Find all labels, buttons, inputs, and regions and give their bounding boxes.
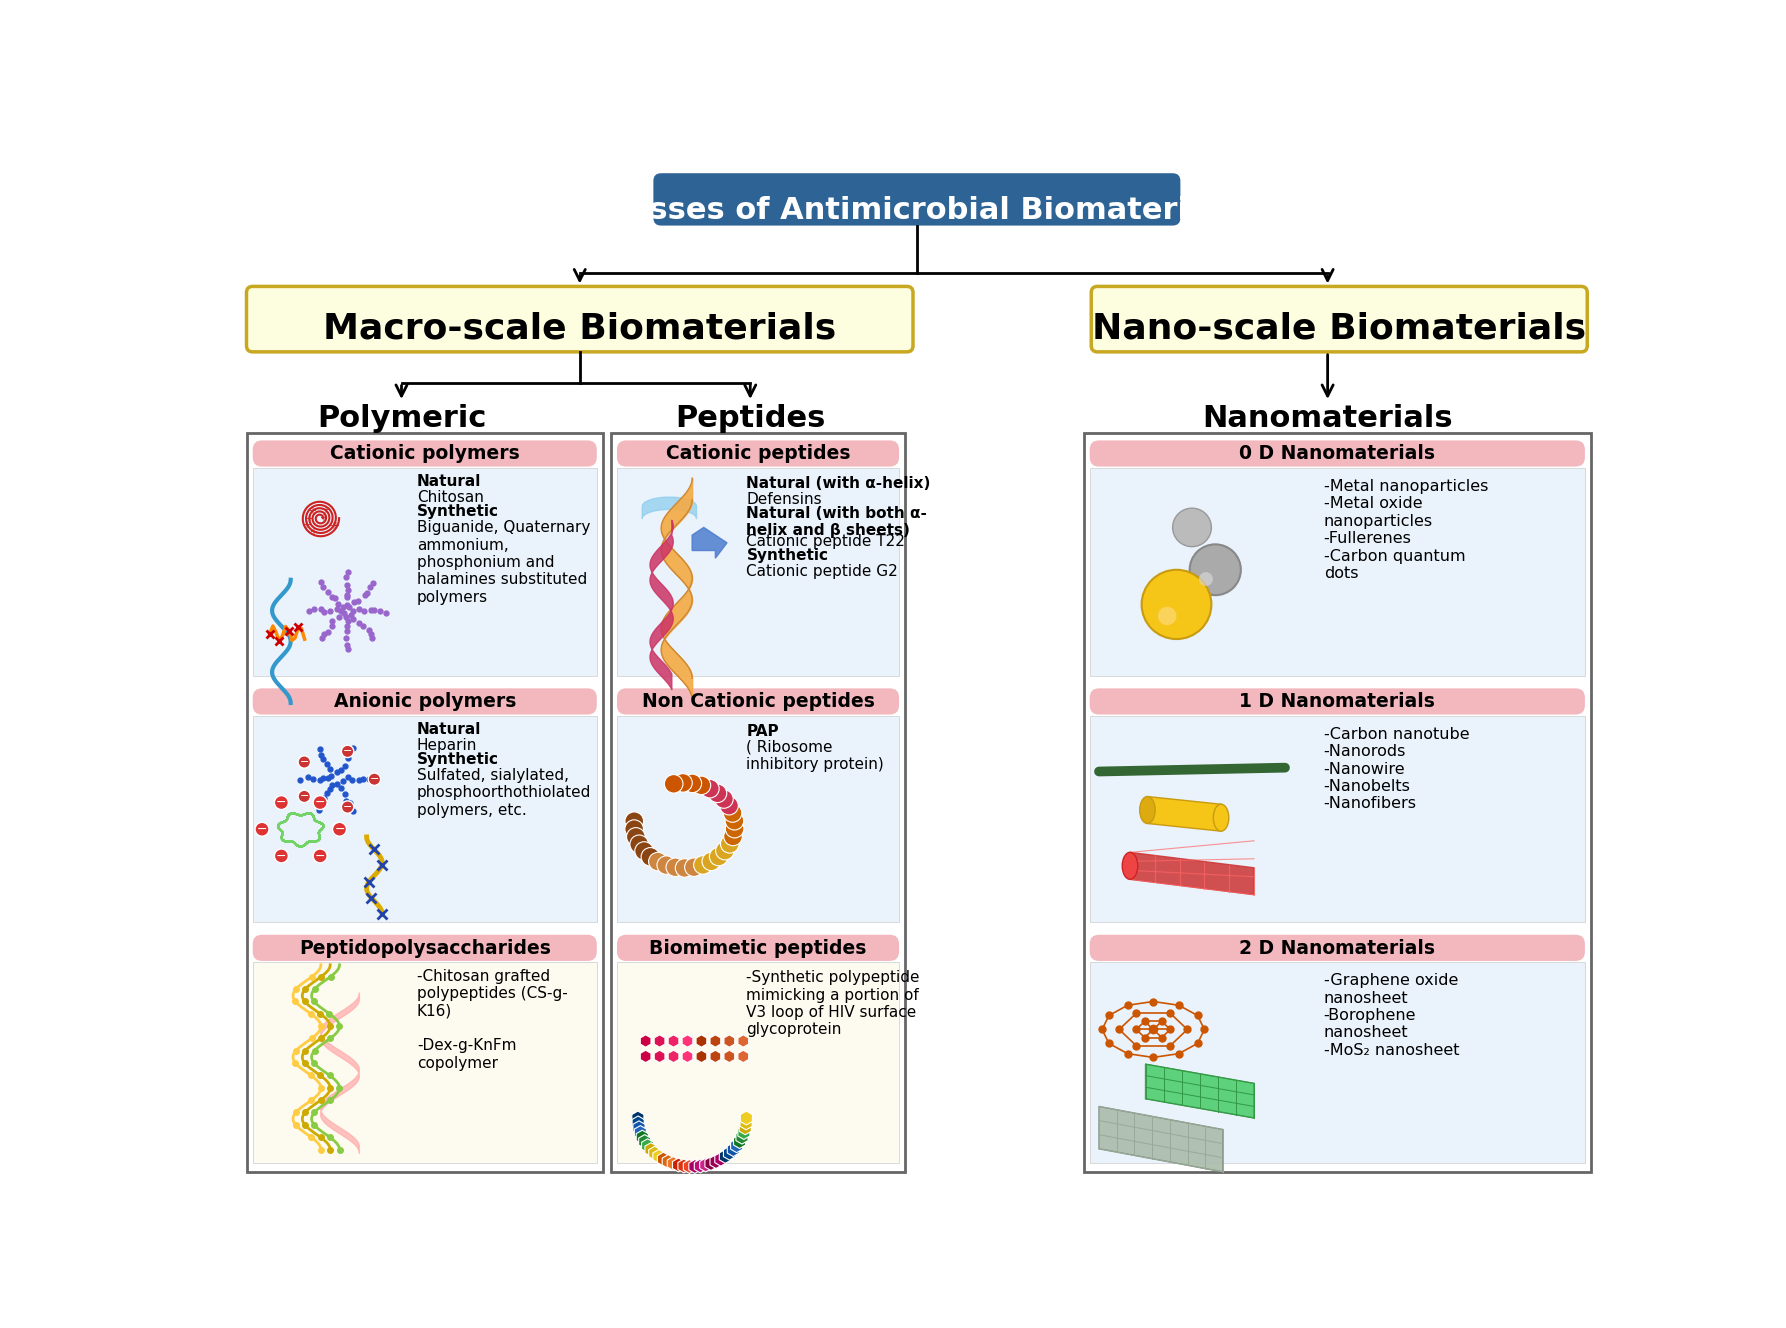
Circle shape xyxy=(275,795,288,810)
Circle shape xyxy=(641,847,659,866)
Circle shape xyxy=(648,853,668,871)
Text: Cationic peptide G2: Cationic peptide G2 xyxy=(747,563,898,579)
Polygon shape xyxy=(632,1116,645,1130)
Circle shape xyxy=(630,835,648,854)
Circle shape xyxy=(725,811,743,830)
Polygon shape xyxy=(654,1150,664,1163)
Text: Natural: Natural xyxy=(416,474,482,489)
Bar xyxy=(611,433,906,1171)
Polygon shape xyxy=(711,1035,722,1048)
Text: −: − xyxy=(277,850,286,862)
Polygon shape xyxy=(632,1121,645,1134)
Text: +: + xyxy=(330,521,339,531)
Polygon shape xyxy=(682,1050,693,1062)
Circle shape xyxy=(255,822,270,837)
Text: 1 D Nanomaterials: 1 D Nanomaterials xyxy=(1239,692,1436,712)
Polygon shape xyxy=(1131,853,1254,895)
Bar xyxy=(616,469,898,676)
Circle shape xyxy=(313,795,327,810)
Polygon shape xyxy=(645,1142,657,1157)
Text: Natural (with α-helix): Natural (with α-helix) xyxy=(747,475,931,491)
Polygon shape xyxy=(634,1126,647,1139)
Circle shape xyxy=(657,855,675,874)
Text: Peptidopolysaccharides: Peptidopolysaccharides xyxy=(298,939,550,957)
Polygon shape xyxy=(654,1050,664,1062)
Circle shape xyxy=(664,774,682,793)
Text: −: − xyxy=(334,823,345,835)
Ellipse shape xyxy=(1213,805,1229,831)
Bar xyxy=(1089,963,1584,1163)
Circle shape xyxy=(1157,607,1177,625)
Text: Polymeric: Polymeric xyxy=(316,404,486,433)
Text: +: + xyxy=(321,505,329,515)
Polygon shape xyxy=(741,1112,752,1125)
Text: -Chitosan grafted
polypeptides (CS-g-
K16)

-Dex-g-KnFm
copolymer: -Chitosan grafted polypeptides (CS-g- K1… xyxy=(416,968,568,1070)
Circle shape xyxy=(368,773,380,785)
Polygon shape xyxy=(705,1157,716,1170)
Circle shape xyxy=(693,855,713,874)
FancyBboxPatch shape xyxy=(1091,287,1588,352)
Text: 2 D Nanomaterials: 2 D Nanomaterials xyxy=(1239,939,1436,957)
Polygon shape xyxy=(727,1142,739,1157)
Circle shape xyxy=(298,756,311,768)
Polygon shape xyxy=(695,1159,707,1173)
Circle shape xyxy=(627,827,645,846)
FancyBboxPatch shape xyxy=(1089,441,1584,466)
FancyBboxPatch shape xyxy=(616,935,898,961)
Circle shape xyxy=(625,811,643,830)
Text: -Graphene oxide
nanosheet
-Borophene
nanosheet
-MoS₂ nanosheet: -Graphene oxide nanosheet -Borophene nan… xyxy=(1323,973,1459,1058)
Circle shape xyxy=(702,853,720,871)
FancyBboxPatch shape xyxy=(616,688,898,714)
Bar xyxy=(246,433,604,1171)
Circle shape xyxy=(332,822,346,837)
Circle shape xyxy=(634,842,654,861)
Text: Synthetic: Synthetic xyxy=(416,505,498,519)
Text: Non Cationic peptides: Non Cationic peptides xyxy=(641,692,875,712)
Polygon shape xyxy=(639,1035,650,1048)
Text: −: − xyxy=(370,774,379,785)
Bar xyxy=(252,716,597,923)
Text: Heparin: Heparin xyxy=(416,738,477,753)
Polygon shape xyxy=(636,1130,648,1143)
Circle shape xyxy=(1141,570,1211,639)
Circle shape xyxy=(673,774,693,791)
Polygon shape xyxy=(657,1153,670,1166)
Polygon shape xyxy=(654,1035,664,1048)
Text: Sulfated, sialylated,
phosphoorthothiolated
polymers, etc.: Sulfated, sialylated, phosphoorthothiola… xyxy=(416,768,591,818)
FancyBboxPatch shape xyxy=(1089,688,1584,714)
Polygon shape xyxy=(697,1050,707,1062)
Text: Classes of Antimicrobial Biomaterials: Classes of Antimicrobial Biomaterials xyxy=(597,197,1238,226)
Polygon shape xyxy=(693,527,727,558)
Text: Nano-scale Biomaterials: Nano-scale Biomaterials xyxy=(1093,312,1586,345)
Polygon shape xyxy=(736,1130,748,1143)
Circle shape xyxy=(720,834,739,853)
Text: Chitosan: Chitosan xyxy=(416,490,484,505)
Text: Defensins: Defensins xyxy=(747,491,822,506)
Circle shape xyxy=(666,858,684,876)
Text: +: + xyxy=(309,527,318,538)
Circle shape xyxy=(1189,544,1241,595)
Circle shape xyxy=(725,819,745,838)
FancyBboxPatch shape xyxy=(252,441,597,466)
FancyBboxPatch shape xyxy=(616,441,898,466)
Bar xyxy=(1089,469,1584,676)
Circle shape xyxy=(709,784,727,802)
Polygon shape xyxy=(689,1159,700,1174)
Text: −: − xyxy=(257,823,268,835)
Polygon shape xyxy=(648,1146,661,1161)
Ellipse shape xyxy=(1122,853,1138,879)
Circle shape xyxy=(716,842,734,861)
Text: Macro-scale Biomaterials: Macro-scale Biomaterials xyxy=(323,312,836,345)
Polygon shape xyxy=(723,1035,734,1048)
Polygon shape xyxy=(720,1150,732,1163)
Polygon shape xyxy=(641,1139,654,1153)
Polygon shape xyxy=(697,1035,707,1048)
Circle shape xyxy=(298,790,311,802)
Polygon shape xyxy=(730,1139,743,1153)
Bar xyxy=(1084,433,1591,1171)
Circle shape xyxy=(675,859,695,878)
Polygon shape xyxy=(668,1157,679,1170)
Text: Natural (with both α-
helix and β sheets): Natural (with both α- helix and β sheets… xyxy=(747,506,927,538)
Bar xyxy=(1089,716,1584,923)
Polygon shape xyxy=(639,1050,650,1062)
